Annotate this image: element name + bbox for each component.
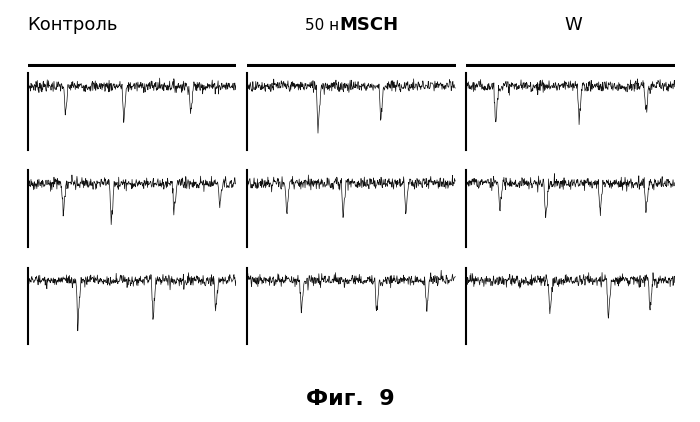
Text: Фиг.  9: Фиг. 9 [306,389,394,409]
Text: Контроль: Контроль [28,16,118,34]
Text: W: W [564,16,582,34]
Text: МSCH: МSCH [340,16,398,34]
Text: 50 н: 50 н [305,18,340,33]
